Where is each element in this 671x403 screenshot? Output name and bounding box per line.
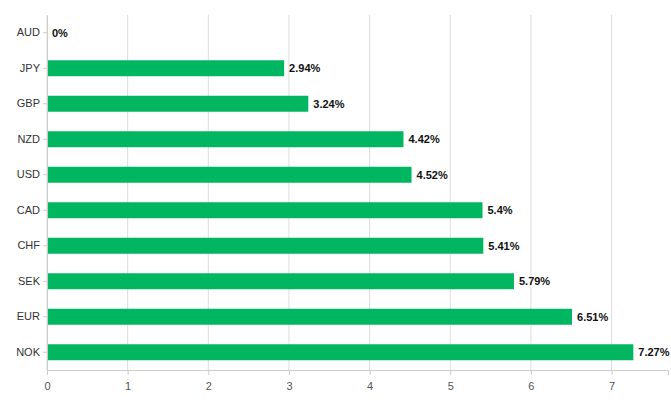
tick-label: SEK xyxy=(18,275,41,287)
tick-label: 5 xyxy=(448,380,454,392)
tick-label: 1 xyxy=(125,380,131,392)
bar xyxy=(47,309,572,325)
tick-label: 6 xyxy=(528,380,534,392)
data-label: 2.94% xyxy=(289,62,320,74)
data-label: 5.4% xyxy=(488,204,513,216)
tick-mark xyxy=(43,68,47,69)
tick-mark xyxy=(208,370,209,375)
tick: CAD xyxy=(17,204,47,216)
bar xyxy=(47,167,412,183)
tick-mark xyxy=(612,370,613,375)
bar xyxy=(47,96,308,112)
tick-label: JPY xyxy=(20,62,41,74)
tick-label: GBP xyxy=(17,97,40,109)
tick-mark xyxy=(43,139,47,140)
tick: 1 xyxy=(125,370,131,392)
tick-mark xyxy=(370,370,371,375)
tick: JPY xyxy=(20,62,47,74)
axis-line xyxy=(48,371,669,376)
tick-label: EUR xyxy=(17,310,40,322)
tick-label: 7 xyxy=(609,380,615,392)
tick: NOK xyxy=(16,346,47,358)
data-label: 0% xyxy=(52,27,68,39)
tick-label: NOK xyxy=(16,346,41,358)
tick: GBP xyxy=(17,97,47,109)
tick-mark xyxy=(43,32,47,33)
category-axis: AUD JPY GBP NZD USD CAD CHF SEK EUR NOK xyxy=(16,16,47,371)
tick-mark xyxy=(43,174,47,175)
plot: 0 1 2 3 4 5 6 7 AUD JPY GBP NZD USD CAD CHF SEK EUR NOK 0%… xyxy=(16,15,670,392)
bar xyxy=(47,238,483,254)
tick-mark xyxy=(128,370,129,375)
grid xyxy=(47,15,612,370)
data-label: 4.42% xyxy=(408,133,439,145)
data-label: 5.41% xyxy=(488,240,519,252)
tick: 5 xyxy=(448,370,454,392)
tick-mark xyxy=(450,370,451,375)
data-label: 7.27% xyxy=(638,346,669,358)
tick-label: CHF xyxy=(17,239,40,251)
tick: 4 xyxy=(367,370,373,392)
tick-label: NZD xyxy=(17,133,40,145)
tick: CHF xyxy=(17,239,47,251)
tick-label: 3 xyxy=(286,380,292,392)
data-label: 5.79% xyxy=(519,275,550,287)
tick-mark xyxy=(43,210,47,211)
tick-mark xyxy=(531,370,532,375)
bar xyxy=(47,344,633,360)
tick-label: USD xyxy=(17,168,40,180)
tick-label: CAD xyxy=(17,204,40,216)
bar xyxy=(47,273,514,289)
tick-label: 4 xyxy=(367,380,373,392)
data-labels: 0% 2.94% 3.24% 4.42% 4.52% 5.4% 5.41% 5.79% 6.51… xyxy=(52,27,670,359)
bars xyxy=(47,60,633,360)
data-label: 4.52% xyxy=(417,169,448,181)
tick: AUD xyxy=(17,26,47,38)
grid-line xyxy=(611,15,612,370)
tick: 6 xyxy=(528,370,534,392)
tick-label: 2 xyxy=(206,380,212,392)
tick: 3 xyxy=(286,370,292,392)
bar xyxy=(47,60,284,76)
tick-mark xyxy=(43,352,47,353)
axis-line xyxy=(47,16,48,371)
value-axis: 0 1 2 3 4 5 6 7 xyxy=(44,370,668,392)
tick-mark xyxy=(289,370,290,375)
tick-mark xyxy=(43,316,47,317)
tick-mark xyxy=(43,281,47,282)
tick: EUR xyxy=(17,310,47,322)
tick: SEK xyxy=(18,275,47,287)
bar xyxy=(47,131,403,147)
tick: NZD xyxy=(17,133,47,145)
tick: 2 xyxy=(206,370,212,392)
tick-mark xyxy=(43,103,47,104)
tick: 7 xyxy=(609,370,615,392)
data-label: 6.51% xyxy=(577,311,608,323)
tick-label: 0 xyxy=(44,380,50,392)
tick-mark xyxy=(47,370,48,375)
tick-label: AUD xyxy=(17,26,40,38)
data-label: 3.24% xyxy=(313,98,344,110)
tick: 0 xyxy=(44,370,50,392)
tick: USD xyxy=(17,168,47,180)
tick-mark xyxy=(43,245,47,246)
bar xyxy=(47,202,483,218)
chart: 0 1 2 3 4 5 6 7 AUD JPY GBP NZD USD CAD CHF SEK EUR NOK 0%… xyxy=(0,0,671,403)
